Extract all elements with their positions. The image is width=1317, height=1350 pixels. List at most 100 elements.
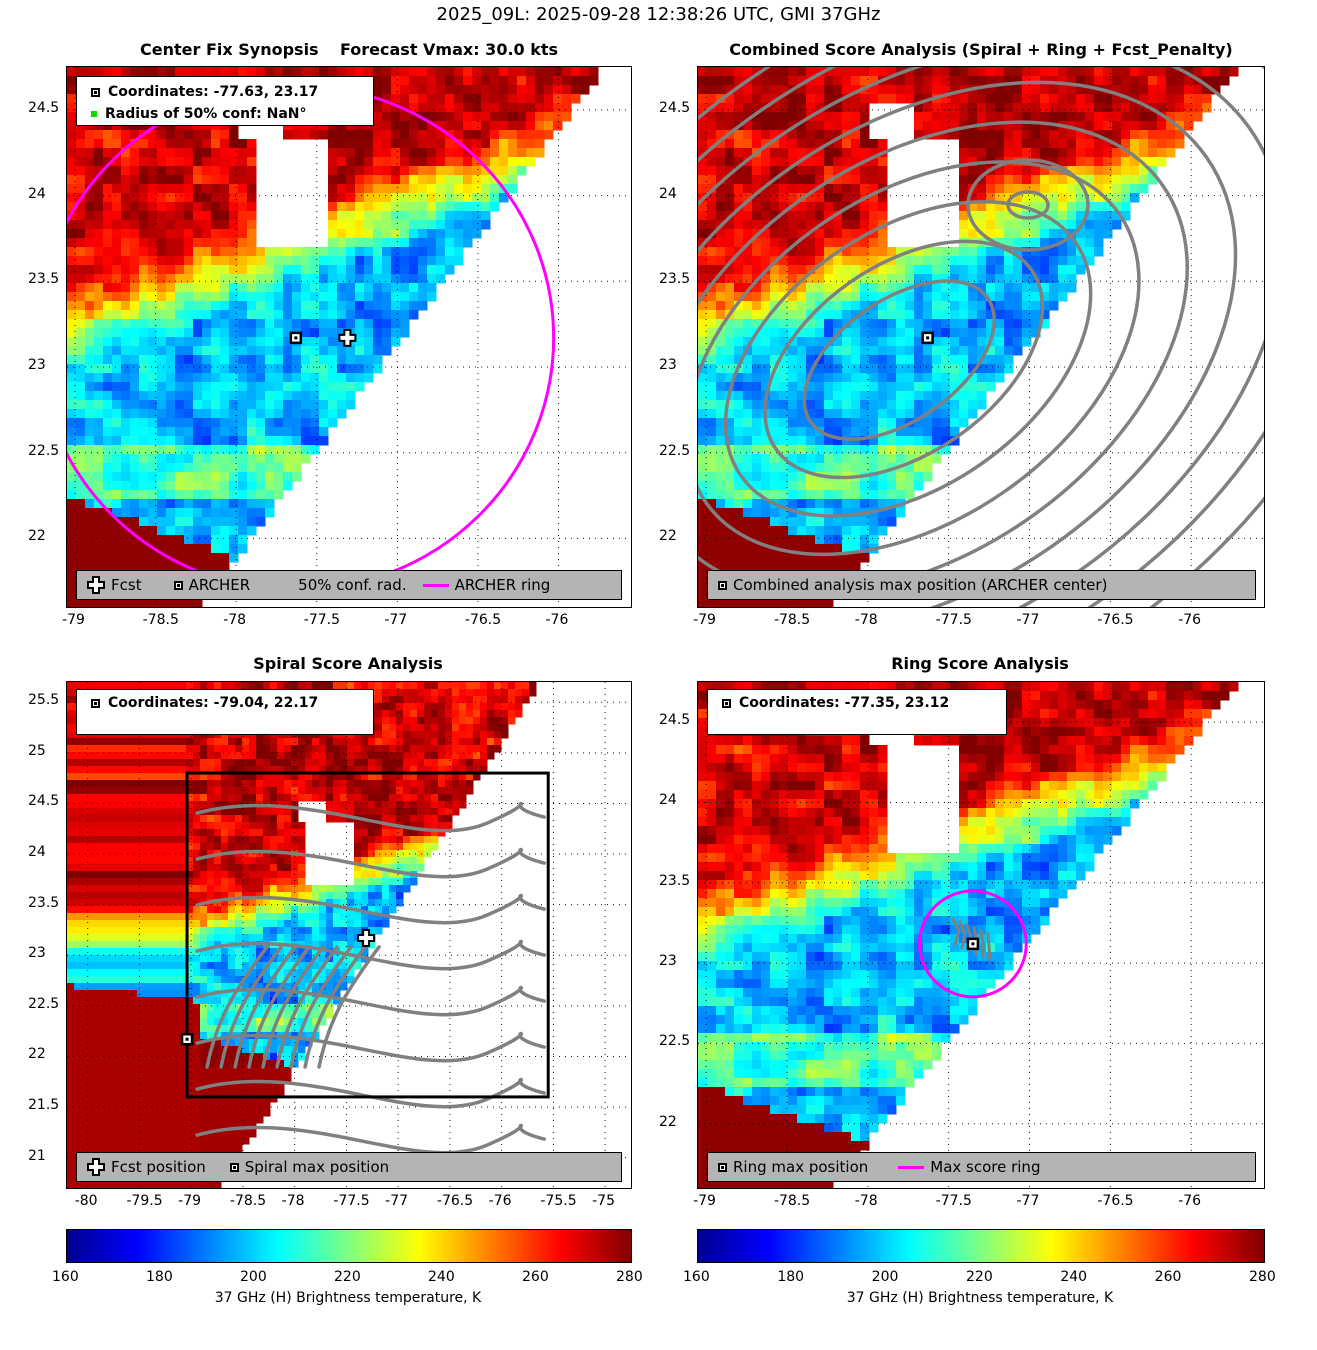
center-fix-ytick: 22.5 [28,442,60,459]
spiral-xtick: -77.5 [333,1193,370,1209]
spiral-search-box [185,771,550,1099]
archer-square-icon [173,580,183,590]
center-fix-xtick: -77.5 [303,612,340,628]
right-colorbar-tick: 260 [1154,1269,1182,1285]
center-fix-radius: Radius of 50% conf: NaN° [105,106,307,122]
fcst-cross-icon [87,1158,105,1176]
spiral-xtick: -79.5 [126,1193,163,1209]
center-fix-title: Center Fix Synopsis [140,40,319,59]
spiral-axes [66,681,632,1189]
left-colorbar-tick: 280 [616,1269,643,1285]
ring-axes [697,681,1265,1189]
center-fix-heatmap [67,67,631,607]
spiral-xtick: -79 [178,1193,202,1209]
combined-ytick: 24 [659,185,677,202]
legend-spiral-max: Spiral max position [244,1158,390,1176]
left-colorbar-tick: 200 [240,1269,267,1285]
spiral-coords: Coordinates: -79.04, 22.17 [108,695,319,711]
spiral-xtick: -80 [74,1193,98,1209]
right-colorbar-tick: 280 [1249,1269,1276,1285]
ring-max-square-icon [718,1162,727,1172]
legend-archer-ring: ARCHER ring [454,576,551,594]
ring-xtick: -76.5 [1097,1193,1134,1209]
spiral-infobox: Coordinates: -79.04, 22.17 [76,689,374,735]
left-colorbar-tick: 160 [52,1269,79,1285]
forecast-vmax-title: Forecast Vmax: 30.0 kts [340,40,559,59]
ring-max-marker [966,937,980,951]
left-colorbar [66,1229,632,1263]
ring-ytick: 24.5 [659,712,691,729]
left-colorbar-label: 37 GHz (H) Brightness temperature, K [214,1290,482,1306]
center-fix-ytick: 24.5 [28,99,60,116]
center-fix-xtick: -76.5 [464,612,502,628]
spiral-xtick: -75.5 [540,1193,577,1209]
center-fix-ytick: 24 [28,185,46,202]
combined-xtick: -77.5 [935,612,972,628]
figure-title: 2025_09L: 2025-09-28 12:38:26 UTC, GMI 3… [436,4,881,25]
legend-max-score-ring: Max score ring [930,1158,1041,1176]
spiral-xtick: -76.5 [436,1193,474,1209]
center-fix-legend: Fcst ARCHER 50% conf. rad. ARCHER ring [76,570,622,600]
archer-square-icon [91,87,100,97]
right-colorbar-tick: 200 [871,1269,899,1285]
spiral-xtick: -78 [281,1193,305,1209]
right-colorbar-tick: 220 [966,1269,993,1285]
spiral-ytick: 23 [28,945,46,962]
spiral-heatmap [67,682,631,1188]
ring-ytick: 22.5 [659,1033,691,1050]
spiral-ytick: 22 [28,1046,46,1063]
center-fix-xtick: -79 [62,612,85,628]
left-colorbar-tick: 240 [428,1269,455,1285]
ring-xtick: -78.5 [773,1193,811,1209]
ring-heatmap [698,682,1264,1188]
ring-ytick: 22 [659,1113,677,1130]
spiral-xtick: -77 [385,1193,409,1209]
combined-ytick: 23.5 [659,271,691,288]
spiral-score-contours [195,801,546,1155]
combined-xtick: -76 [1178,612,1202,628]
center-fix-xtick: -76 [545,612,569,628]
spiral-max-marker [180,1032,194,1046]
ring-infobox: Coordinates: -77.35, 23.12 [707,689,1007,735]
spiral-ytick: 24.5 [28,793,60,810]
magenta-line-icon [898,1165,925,1169]
fcst-marker [357,929,376,948]
combined-xtick: -78.5 [773,612,811,628]
spiral-title: Spiral Score Analysis [253,654,443,673]
combined-ytick: 22 [659,528,677,545]
ring-xtick: -76 [1178,1193,1202,1209]
legend-fcst-position: Fcst position [111,1158,206,1176]
combined-ytick: 24.5 [659,99,691,116]
combined-ytick: 22.5 [659,442,691,459]
left-colorbar-tick: 180 [146,1269,173,1285]
magenta-line-icon [422,583,449,587]
center-fix-ytick: 23.5 [28,271,60,288]
center-fix-xtick: -77 [384,612,408,628]
spiral-ytick: 24 [28,844,46,861]
combined-title: Combined Score Analysis (Spiral + Ring +… [729,40,1233,59]
spiral-max-square-icon [229,1162,239,1172]
archer-center-marker [289,331,303,345]
combined-xtick: -79 [693,612,716,628]
green-dot-icon [91,111,97,117]
spiral-xtick: -75 [592,1193,615,1209]
right-colorbar-tick: 240 [1060,1269,1088,1285]
fcst-marker [338,328,357,347]
combined-axes [697,66,1265,608]
legend-fcst: Fcst [111,576,142,594]
combined-max-marker [921,331,934,345]
center-fix-coords: Coordinates: -77.63, 23.17 [108,84,319,100]
center-fix-axes [66,66,632,608]
spiral-ytick: 21.5 [28,1097,60,1114]
legend-archer: ARCHER [188,576,251,594]
ring-title: Ring Score Analysis [891,654,1069,673]
combined-heatmap [698,67,1264,607]
right-colorbar-label: 37 GHz (H) Brightness temperature, K [846,1290,1114,1306]
spiral-square-icon [91,698,100,708]
spiral-ytick: 25.5 [28,692,60,709]
right-colorbar-tick: 180 [777,1269,805,1285]
fcst-cross-icon [87,576,105,594]
legend-ring-max: Ring max position [733,1158,869,1176]
max-score-ring [918,889,1028,999]
legend-conf-radius: 50% conf. rad. [298,576,407,594]
